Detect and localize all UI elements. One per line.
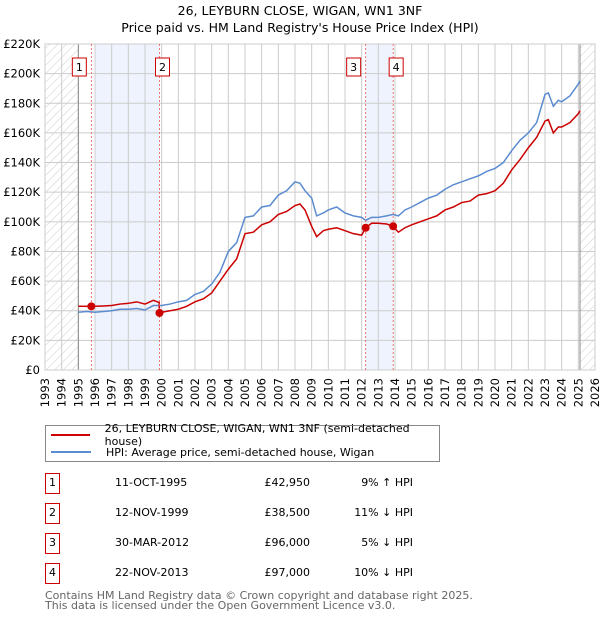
y-tick-label: £140K	[3, 156, 40, 170]
legend-item-hpi: HPI: Average price, semi-detached house,…	[46, 444, 374, 460]
sale-number: 3	[45, 533, 60, 554]
sale-row: 1 11-OCT-1995 £42,950 9% ↑ HPI	[45, 473, 465, 495]
x-tick-label: 2005	[238, 378, 252, 407]
x-tick-label: 2017	[438, 378, 452, 407]
shaded-range	[95, 44, 160, 370]
x-tick-label: 2015	[405, 378, 419, 407]
sale-price: £97,000	[264, 566, 311, 579]
x-tick-label: 2026	[588, 378, 600, 407]
x-tick-label: 2024	[555, 378, 569, 407]
x-tick-label: 2004	[221, 378, 235, 407]
sale-number: 4	[45, 563, 60, 584]
y-tick-label: £200K	[3, 67, 40, 81]
footer-line-2: This data is licensed under the Open Gov…	[45, 599, 396, 612]
chart-subtitle: Price paid vs. HM Land Registry's House …	[121, 20, 479, 35]
plot-area: 1 2 3 4 1993 1994 1995 1996 1997 1998 1999 2000 2001…	[3, 37, 600, 407]
sale-row: 2 12-NOV-1999 £38,500 11% ↓ HPI	[45, 503, 465, 525]
x-tick-label: 1998	[121, 378, 135, 407]
sale-price: £96,000	[264, 536, 311, 549]
sale-price: £38,500	[264, 506, 311, 519]
shaded-range	[365, 44, 394, 370]
x-tick-label: 2012	[355, 378, 369, 407]
sale-label: 1	[76, 61, 83, 74]
x-tick-label: 2022	[521, 378, 535, 407]
sale-row: 3 30-MAR-2012 £96,000 5% ↓ HPI	[45, 533, 465, 555]
y-tick-label: £160K	[3, 126, 40, 140]
sale-number: 2	[45, 503, 60, 524]
x-tick-label: 2002	[188, 378, 202, 407]
legend: 26, LEYBURN CLOSE, WIGAN, WN1 3NF (semi-…	[45, 422, 440, 462]
x-tick-label: 2003	[205, 378, 219, 407]
x-tick-label: 2013	[371, 378, 385, 407]
sale-hpi-diff: 5% ↓ HPI	[361, 536, 413, 549]
x-tick-label: 2023	[538, 378, 552, 407]
sale-label-box	[71, 57, 87, 77]
legend-swatch-red	[51, 434, 90, 436]
chart-title: 26, LEYBURN CLOSE, WIGAN, WN1 3NF	[177, 3, 423, 18]
x-tick-label: 2001	[171, 378, 185, 407]
sale-point	[389, 222, 398, 231]
y-tick-label: £120K	[3, 185, 40, 199]
y-tick-label: £20K	[11, 333, 41, 347]
sale-date: 11-OCT-1995	[115, 476, 188, 489]
footer-line-1: Contains HM Land Registry data © Crown c…	[45, 589, 473, 602]
x-tick-label: 2025	[571, 378, 585, 407]
x-tick-label: 1997	[105, 378, 119, 407]
x-tick-label: 2021	[505, 378, 519, 407]
x-tick-label: 2011	[338, 378, 352, 407]
sale-price: £42,950	[264, 476, 311, 489]
y-tick-label: £60K	[11, 274, 41, 288]
x-tick-label: 2008	[288, 378, 302, 407]
legend-swatch-blue	[51, 451, 91, 453]
x-tick-label: 2019	[471, 378, 485, 407]
y-tick-label: £40K	[11, 304, 41, 318]
sale-point	[87, 302, 96, 311]
x-tick-label: 2007	[271, 378, 285, 407]
sale-label-box	[346, 57, 362, 77]
hatched-range	[580, 44, 595, 370]
x-tick-label: 2018	[455, 378, 469, 407]
legend-label: 26, LEYBURN CLOSE, WIGAN, WN1 3NF (semi-…	[104, 422, 410, 448]
x-tick-label: 1993	[38, 378, 52, 407]
sale-point	[361, 223, 370, 232]
sale-label: 3	[350, 61, 357, 74]
x-tick-label: 1996	[88, 378, 102, 407]
y-tick-label: £100K	[3, 215, 40, 229]
x-tick-label: 2010	[321, 378, 335, 407]
x-tick-label: 2006	[255, 378, 269, 407]
sale-date: 22-NOV-2013	[115, 566, 189, 579]
x-tick-label: 2009	[305, 378, 319, 407]
legend-item-property: 26, LEYBURN CLOSE, WIGAN, WN1 3NF (semi-…	[46, 422, 439, 448]
y-tick-label: £220K	[3, 37, 40, 51]
sale-point	[155, 308, 164, 317]
x-tick-label: 2014	[388, 378, 402, 407]
sale-hpi-diff: 11% ↓ HPI	[354, 506, 413, 519]
legend-label: HPI: Average price, semi-detached house,…	[106, 445, 375, 459]
x-tick-label: 1999	[138, 378, 152, 407]
sale-number: 1	[45, 473, 60, 494]
y-tick-label: £180K	[3, 96, 40, 110]
x-tick-label: 2000	[155, 378, 169, 407]
hpi-line	[78, 80, 581, 313]
plot-border	[44, 43, 596, 371]
sale-label: 4	[393, 61, 400, 74]
sale-row: 4 22-NOV-2013 £97,000 10% ↓ HPI	[45, 563, 465, 585]
sale-label-box	[388, 57, 404, 77]
x-tick-label: 2020	[488, 378, 502, 407]
x-tick-label: 2016	[421, 378, 435, 407]
sale-hpi-diff: 9% ↑ HPI	[361, 476, 413, 489]
sale-date: 30-MAR-2012	[115, 536, 190, 549]
x-tick-label: 1995	[71, 378, 85, 407]
sale-label: 2	[159, 61, 166, 74]
sale-hpi-diff: 10% ↓ HPI	[354, 566, 413, 579]
sale-date: 12-NOV-1999	[115, 506, 189, 519]
y-tick-label: £0	[25, 363, 40, 377]
x-tick-label: 1994	[55, 378, 69, 407]
sale-label-box	[155, 57, 170, 77]
y-tick-label: £80K	[11, 244, 41, 258]
